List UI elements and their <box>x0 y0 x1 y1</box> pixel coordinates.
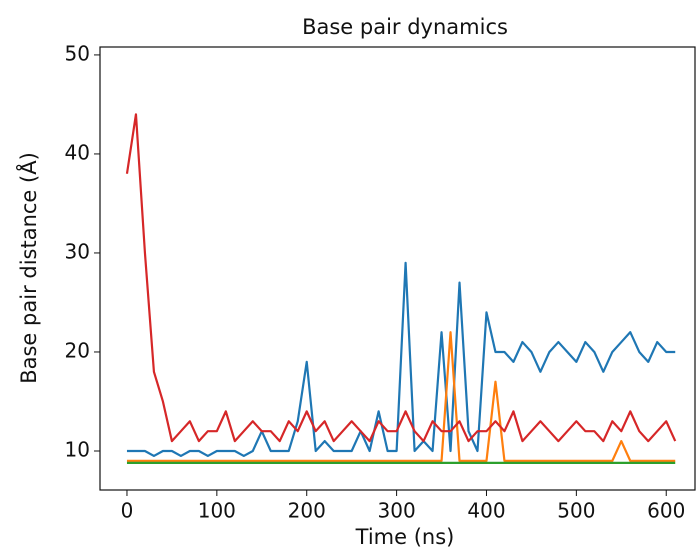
series-line <box>126 331 676 462</box>
y-tick-label: 30 <box>65 239 90 263</box>
y-tick-label: 50 <box>65 41 90 65</box>
y-tick-label: 40 <box>65 140 90 164</box>
x-tick-label: 500 <box>557 499 595 523</box>
y-tick-label: 10 <box>65 437 90 461</box>
x-tick-label: 400 <box>467 499 505 523</box>
series-line <box>126 261 676 458</box>
x-tick-label: 100 <box>198 499 236 523</box>
x-tick-label: 0 <box>121 499 134 523</box>
x-axis-label: Time (ns) <box>355 525 455 549</box>
x-tick-label: 300 <box>378 499 416 523</box>
x-tick-label: 200 <box>288 499 326 523</box>
series-line <box>125 113 677 443</box>
x-tick-label: 600 <box>647 499 685 523</box>
plot-frame <box>99 46 696 491</box>
y-axis-label: Base pair distance (Å) <box>15 152 41 384</box>
y-tick-label: 20 <box>65 338 90 362</box>
chart-title: Base pair dynamics <box>302 15 508 39</box>
